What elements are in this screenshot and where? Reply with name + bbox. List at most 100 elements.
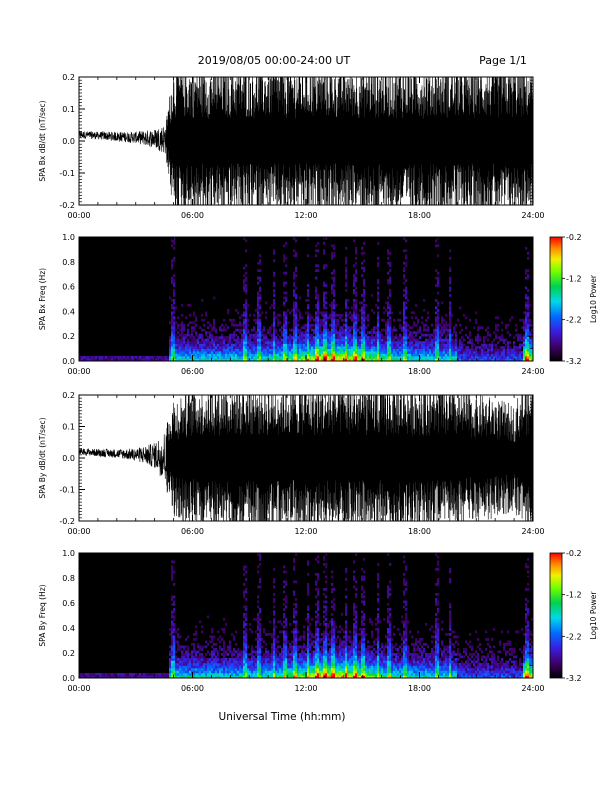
spectrogram-cell — [497, 341, 499, 344]
spectrogram-cell — [455, 341, 457, 344]
spectrogram-cell — [431, 341, 433, 344]
spectrogram-cell — [459, 349, 461, 352]
spectrogram-cell — [329, 344, 331, 347]
spectrogram-cell — [187, 324, 189, 327]
spectrogram-cell — [377, 287, 379, 290]
spectrogram-cell — [373, 341, 375, 344]
spectrogram-cell — [237, 341, 239, 344]
spectrogram-cell — [189, 341, 191, 344]
spectrogram-cell — [499, 354, 501, 357]
spectrogram-cell — [141, 673, 143, 676]
spectrogram-cell — [205, 653, 207, 656]
spectrogram-cell — [363, 279, 365, 282]
spectrogram-cell — [291, 356, 293, 359]
spectrogram-cell — [247, 668, 249, 671]
spectrogram-cell — [519, 354, 521, 357]
spectrogram-cell — [435, 306, 437, 309]
spectrogram-cell — [389, 289, 391, 292]
spectrogram-cell — [245, 566, 247, 569]
spectrogram-cell — [437, 351, 439, 354]
x-tick-label: 06:00 — [181, 211, 204, 220]
spectrogram-cell — [347, 356, 349, 359]
spectrogram-cell — [197, 341, 199, 344]
spectrogram-cell — [213, 643, 215, 646]
spectrogram-cell — [273, 259, 275, 262]
spectrogram-cell — [267, 331, 269, 334]
spectrogram-cell — [331, 321, 333, 324]
spectrogram-cell — [201, 646, 203, 649]
spectrogram-cell — [443, 324, 445, 327]
spectrogram-cell — [209, 658, 211, 661]
spectrogram-cell — [403, 334, 405, 337]
spectrogram-cell — [521, 351, 523, 354]
spectrogram-cell — [253, 329, 255, 332]
spectrogram-cell — [321, 673, 323, 676]
spectrogram-cell — [323, 334, 325, 337]
spectrogram-cell — [177, 354, 179, 357]
spectrogram-cell — [173, 596, 175, 599]
spectrogram-cell — [485, 356, 487, 359]
spectrogram-cell — [267, 341, 269, 344]
spectrogram-cell — [317, 668, 319, 671]
spectrogram-cell — [267, 653, 269, 656]
spectrogram-cell — [333, 663, 335, 666]
spectrogram-cell — [345, 349, 347, 352]
spectrogram-cell — [235, 354, 237, 357]
spectrogram-cell — [315, 646, 317, 649]
spectrogram-cell — [345, 356, 347, 359]
spectrogram-cell — [377, 331, 379, 334]
spectrogram-cell — [387, 346, 389, 349]
spectrogram-cell — [227, 653, 229, 656]
spectrogram-cell — [381, 339, 383, 342]
spectrogram-cell — [301, 356, 303, 359]
spectrogram-cell — [233, 673, 235, 676]
spectrogram-cell — [201, 626, 203, 629]
spectrogram-cell — [193, 648, 195, 651]
x-tick-label: 12:00 — [294, 527, 317, 536]
spectrogram-cell — [327, 354, 329, 357]
spectrogram-cell — [271, 646, 273, 649]
spectrogram-cell — [305, 311, 307, 314]
spectrogram-cell — [243, 626, 245, 629]
spectrogram-cell — [349, 341, 351, 344]
y-axis-label: SPA Bx Freq (Hz) — [38, 268, 47, 330]
spectrogram-cell — [259, 346, 261, 349]
spectrogram-cell — [323, 331, 325, 334]
spectrogram-cell — [217, 651, 219, 654]
y-tick-label: 0.2 — [62, 391, 75, 400]
spectrogram-cell — [257, 636, 259, 639]
spectrogram-cell — [243, 621, 245, 624]
spectrogram-cell — [265, 354, 267, 357]
spectrogram-cell — [175, 351, 177, 354]
spectrogram-cell — [249, 663, 251, 666]
spectrogram-cell — [215, 336, 217, 339]
spectrogram-cell — [187, 346, 189, 349]
spectrogram-cell — [525, 324, 527, 327]
spectrogram-cell — [213, 671, 215, 674]
spectrogram-cell — [271, 653, 273, 656]
spectrogram-cell — [219, 329, 221, 332]
spectrogram-cell — [241, 656, 243, 659]
spectrogram-cell — [525, 351, 527, 354]
spectrogram-cell — [449, 326, 451, 329]
spectrogram-cell — [195, 319, 197, 322]
spectrogram-cell — [469, 354, 471, 357]
spectrogram-cell — [353, 329, 355, 332]
spectrogram-cell — [501, 329, 503, 332]
spectrogram-cell — [273, 658, 275, 661]
spectrogram-cell — [323, 646, 325, 649]
spectrogram-cell — [337, 349, 339, 352]
spectrogram-cell — [231, 354, 233, 357]
spectrogram-cell — [215, 344, 217, 347]
spectrogram-cell — [299, 666, 301, 669]
spectrogram-cell — [319, 344, 321, 347]
spectrogram-cell — [199, 668, 201, 671]
spectrogram-cell — [219, 658, 221, 661]
spectrogram-cell — [229, 658, 231, 661]
spectrogram-cell — [445, 351, 447, 354]
spectrogram-cell — [483, 351, 485, 354]
spectrogram-cell — [173, 608, 175, 611]
spectrogram-cell — [187, 304, 189, 307]
spectrogram-cell — [273, 354, 275, 357]
spectrogram-cell — [173, 349, 175, 352]
